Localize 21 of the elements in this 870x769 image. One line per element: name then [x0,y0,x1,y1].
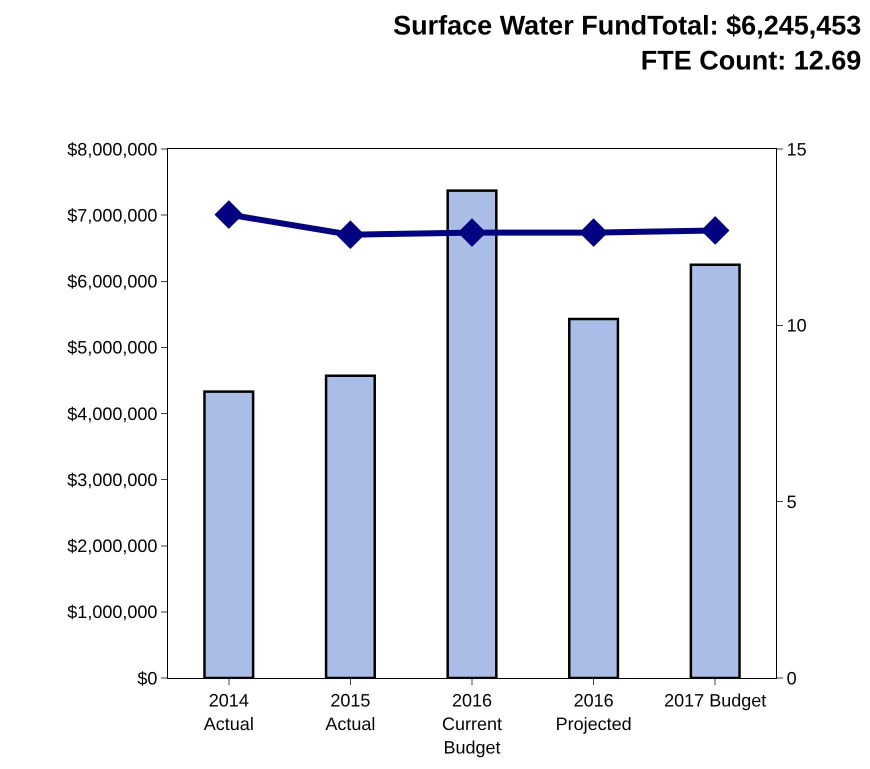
y-tick-label: $6,000,000 [67,272,158,292]
x-tick-label: 2016 Projected [556,690,632,734]
y-tick-label: $5,000,000 [67,338,158,358]
y-tick-label: $8,000,000 [67,139,158,160]
point [214,200,244,229]
y-tick-label: $1,000,000 [67,602,158,622]
chart-title: Surface Water FundTotal: $6,245,453 [393,10,862,41]
y-tick-label: $0 [137,668,158,688]
y-tick-label: $4,000,000 [67,404,158,424]
x-tick-label: 2016 Current Budget [442,690,502,758]
x-tick-label: 2015 Actual [325,690,376,734]
x-tick-label: 2017 Budget [664,690,766,711]
y-tick-label: $2,000,000 [67,536,158,556]
y-tick-label: $3,000,000 [67,470,158,490]
y2-tick-label: 10 [786,316,807,336]
y-tick-label: $7,000,000 [67,205,158,226]
y2-tick-label: 15 [786,139,807,160]
y2-tick-label: 0 [786,668,797,688]
y2-tick-label: 5 [786,492,797,512]
chart-subtitle: FTE Count: 12.69 [640,46,862,76]
x-tick-label: 2014 Actual [204,690,254,734]
